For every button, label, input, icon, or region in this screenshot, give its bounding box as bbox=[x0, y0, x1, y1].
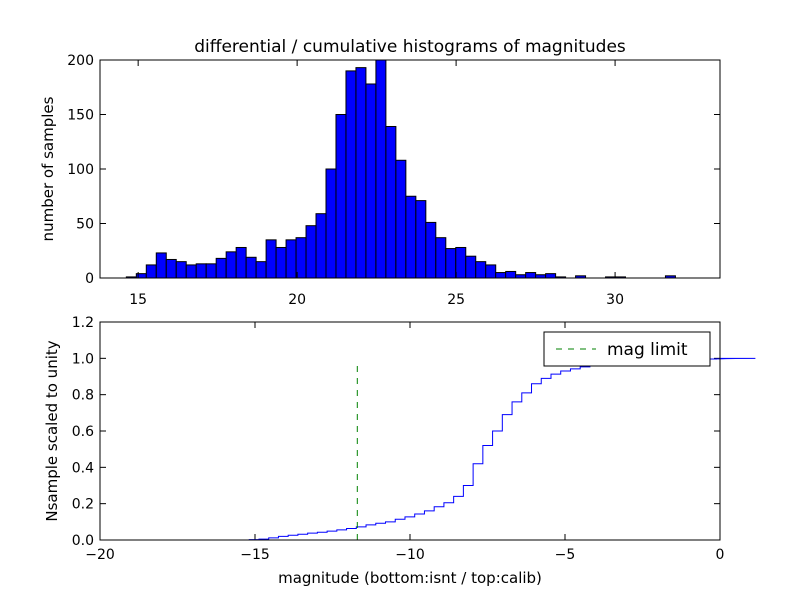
histogram-ytick-label: 50 bbox=[76, 217, 94, 233]
histogram-bar bbox=[505, 270, 517, 279]
cumulative-ytick-label: 0.6 bbox=[72, 424, 94, 440]
cumulative-ytick-label: 0.2 bbox=[72, 497, 94, 513]
histogram-xtick-label: 25 bbox=[447, 292, 465, 308]
cumulative-ylabel: Nsample scaled to unity bbox=[43, 340, 61, 521]
histogram-xtick-label: 20 bbox=[288, 292, 306, 308]
histogram-bar bbox=[145, 264, 157, 279]
histogram-xtick-label: 15 bbox=[129, 292, 147, 308]
histogram-bar bbox=[325, 168, 337, 279]
chart-title: differential / cumulative histograms of … bbox=[194, 37, 626, 57]
cumulative-ytick-label: 1.2 bbox=[72, 315, 94, 331]
histogram-bar bbox=[205, 263, 217, 279]
histogram-bar bbox=[415, 200, 427, 279]
histogram-bar bbox=[545, 273, 557, 279]
cumulative-xtick-label: −20 bbox=[85, 547, 115, 563]
legend-mag-limit-label: mag limit bbox=[607, 340, 688, 360]
histogram-bar bbox=[305, 225, 317, 279]
histogram-bar bbox=[335, 114, 347, 279]
histogram-bar bbox=[285, 239, 297, 279]
histogram-bar bbox=[195, 263, 207, 279]
histogram-bar bbox=[425, 221, 437, 279]
histogram-ytick-label: 200 bbox=[67, 53, 94, 69]
histogram-bar bbox=[315, 213, 327, 279]
histogram-bar bbox=[525, 272, 537, 279]
cumulative-ticks: −20 −15 −10 −5 0 0.0 0.2 0.4 0.6 0.8 1.0 1.2 bbox=[72, 315, 725, 563]
cumulative-ytick-label: 0.4 bbox=[72, 460, 94, 476]
histogram-bar bbox=[445, 248, 457, 279]
histogram-bar bbox=[485, 264, 497, 279]
histogram-bar bbox=[395, 159, 407, 279]
cumulative-ytick-label: 0.8 bbox=[72, 388, 94, 404]
histogram-bar bbox=[255, 261, 267, 279]
cumulative-xtick-label: 0 bbox=[716, 547, 725, 563]
histogram-axes-frame bbox=[99, 59, 721, 279]
cumulative-axes-frame bbox=[99, 321, 721, 541]
histogram-xtick-label: 30 bbox=[606, 292, 624, 308]
histogram-bar bbox=[265, 239, 277, 279]
histogram-bar bbox=[455, 246, 467, 279]
legend: mag limit bbox=[543, 331, 711, 367]
cumulative-xlabel: magnitude (bottom:isnt / top:calib) bbox=[278, 569, 542, 587]
histogram-bar bbox=[175, 261, 187, 279]
histogram-bar bbox=[375, 59, 387, 279]
histogram-bar bbox=[405, 195, 417, 279]
histogram-bar bbox=[345, 70, 357, 279]
histogram-bar bbox=[165, 258, 177, 279]
histogram-bar bbox=[295, 237, 307, 279]
histogram-bar bbox=[235, 246, 247, 279]
histogram-bar bbox=[385, 125, 397, 279]
histogram-ytick-label: 0 bbox=[85, 271, 94, 287]
cumulative-xtick-label: −15 bbox=[240, 547, 270, 563]
histogram-bar bbox=[245, 256, 257, 279]
histogram-bar bbox=[215, 257, 227, 279]
cumulative-xtick-label: −5 bbox=[555, 547, 576, 563]
cumulative-xtick-label: −10 bbox=[395, 547, 425, 563]
histogram-panel: differential / cumulative histograms of … bbox=[39, 37, 721, 308]
histogram-ticks: 15 20 25 30 0 50 100 150 200 bbox=[67, 53, 720, 308]
histogram-ylabel: number of samples bbox=[39, 96, 57, 241]
histogram-bar bbox=[155, 252, 167, 279]
histogram-bar bbox=[225, 251, 237, 279]
cumulative-ytick-label: 0.0 bbox=[72, 533, 94, 549]
histogram-ytick-label: 100 bbox=[67, 162, 94, 178]
histogram-bar bbox=[365, 83, 377, 279]
histogram-bar bbox=[495, 272, 507, 279]
cumulative-panel: −20 −15 −10 −5 0 0.0 0.2 0.4 0.6 0.8 1.0 1.2 mag li… bbox=[43, 315, 756, 587]
histogram-bar bbox=[185, 264, 197, 279]
histogram-bar bbox=[435, 237, 447, 279]
histogram-bar bbox=[465, 255, 477, 279]
histogram-bar bbox=[355, 67, 367, 279]
histogram-bar bbox=[475, 261, 487, 279]
histogram-ytick-label: 150 bbox=[67, 108, 94, 124]
cumulative-ytick-label: 1.0 bbox=[72, 351, 94, 367]
histogram-bars bbox=[125, 59, 676, 279]
histogram-bar bbox=[275, 246, 287, 279]
